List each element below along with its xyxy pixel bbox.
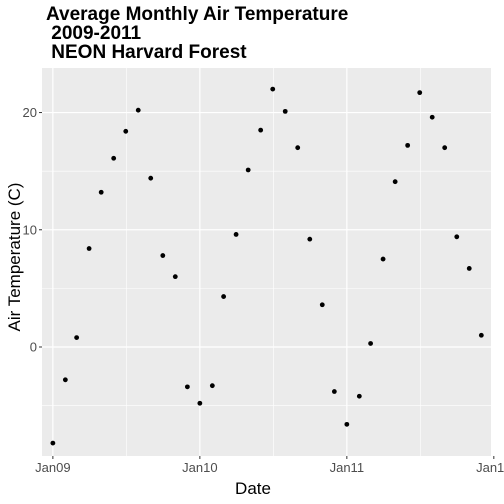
data-point-2011-03-01 <box>368 341 373 346</box>
data-point-2011-12-01 <box>478 332 484 338</box>
data-point-2010-08-01 <box>282 108 288 114</box>
y-axis-ticks: 0 10 20 <box>23 105 42 354</box>
y-tick-label-20: 20 <box>23 105 37 120</box>
chart-title-line-1: Average Monthly Air Temperature <box>46 4 349 25</box>
data-point-2009-04-01 <box>86 246 92 251</box>
data-point-2009-03-01 <box>74 335 80 341</box>
data-point-2009-02-01 <box>62 377 68 383</box>
data-point-2010-02-01 <box>209 383 215 389</box>
data-point-2010-09-01 <box>295 145 301 151</box>
data-point-2009-11-01 <box>172 274 178 280</box>
data-point-2011-11-01 <box>466 266 472 271</box>
data-point-2009-12-01 <box>184 384 190 390</box>
x-axis-ticks: Jan09 Jan10 Jan11 Jan12 <box>35 456 504 475</box>
data-point-2011-10-01 <box>454 234 460 240</box>
data-point-2009-06-01 <box>111 155 117 161</box>
data-point-2010-12-01 <box>331 389 337 394</box>
data-point-2010-01-01 <box>197 400 203 406</box>
grid-major <box>42 68 491 456</box>
data-point-2009-07-01 <box>123 128 129 134</box>
y-tick-label-0: 0 <box>30 339 37 354</box>
data-point-2010-11-01 <box>319 302 325 308</box>
data-point-2011-04-01 <box>380 256 386 262</box>
data-point-2011-07-01 <box>417 90 423 96</box>
data-point-2010-07-01 <box>270 86 276 92</box>
chart-title-line-3: NEON Harvard Forest <box>46 42 247 63</box>
x-tick-label-Jan11: Jan11 <box>330 460 364 475</box>
x-axis-title: Date <box>235 479 271 498</box>
data-point-2011-06-01 <box>405 142 411 148</box>
x-tick-label-Jan12: Jan12 <box>476 460 504 475</box>
data-point-2011-02-01 <box>356 393 362 399</box>
x-tick-label-Jan10: Jan10 <box>182 460 217 475</box>
data-point-2010-04-01 <box>233 232 239 237</box>
data-point-2010-06-01 <box>258 127 264 133</box>
data-point-2010-03-01 <box>221 294 227 299</box>
data-point-2009-10-01 <box>160 253 166 258</box>
y-tick-label-10: 10 <box>23 222 37 237</box>
data-points <box>50 86 484 446</box>
y-axis-title: Air Temperature (C) <box>5 182 24 332</box>
x-tick-label-Jan09: Jan09 <box>35 460 70 475</box>
data-point-2011-01-01 <box>344 421 350 427</box>
data-point-2011-05-01 <box>392 179 398 185</box>
data-point-2011-08-01 <box>429 114 435 120</box>
plot-panel <box>42 68 491 456</box>
data-point-2009-09-01 <box>148 175 154 181</box>
chart-title-line-2: 2009-2011 <box>46 23 142 44</box>
data-point-2010-05-01 <box>245 167 251 173</box>
data-point-2011-09-01 <box>442 145 448 151</box>
data-point-2009-05-01 <box>98 189 104 195</box>
data-point-2010-10-01 <box>307 236 313 242</box>
data-point-2009-08-01 <box>135 107 141 113</box>
data-point-2009-01-01 <box>50 440 56 446</box>
